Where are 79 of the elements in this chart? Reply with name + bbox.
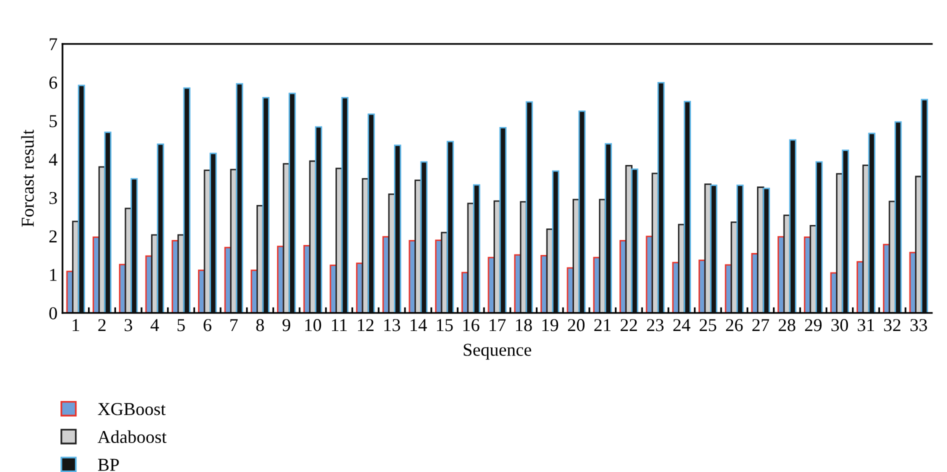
y-tick-label: 0 bbox=[49, 307, 57, 320]
x-tick-label: 22 bbox=[620, 319, 637, 332]
x-tick-label: 13 bbox=[384, 319, 400, 332]
y-tick-label: 4 bbox=[48, 154, 58, 166]
x-tick-label: 3 bbox=[124, 319, 132, 332]
x-tick-label: 30 bbox=[831, 319, 848, 332]
bar bbox=[842, 150, 850, 313]
bar bbox=[314, 126, 322, 313]
x-tick-label: 6 bbox=[204, 319, 212, 332]
bar bbox=[578, 110, 586, 313]
x-tick-label: 1 bbox=[72, 319, 80, 332]
bar bbox=[473, 184, 480, 313]
x-tick-label: 23 bbox=[647, 319, 664, 332]
bar bbox=[446, 140, 454, 313]
bar bbox=[130, 178, 138, 313]
x-tick-label: 9 bbox=[282, 319, 290, 332]
x-tick-label: 27 bbox=[752, 319, 770, 332]
bar bbox=[894, 121, 902, 313]
bar bbox=[499, 126, 507, 313]
bar bbox=[552, 170, 560, 313]
x-tick-label: 16 bbox=[463, 319, 480, 332]
bar bbox=[420, 161, 428, 313]
x-tick-label: 10 bbox=[305, 319, 322, 332]
y-tick-label: 1 bbox=[50, 268, 57, 281]
x-tick-label: 29 bbox=[805, 319, 822, 332]
bar bbox=[526, 101, 533, 313]
legend-label: Adaboost bbox=[98, 430, 167, 444]
x-tick-label: 20 bbox=[568, 319, 585, 332]
x-tick-label: 19 bbox=[542, 319, 558, 332]
x-tick-label: 32 bbox=[884, 319, 900, 332]
y-axis-title: Forcast result bbox=[21, 130, 34, 227]
x-tick-label: 17 bbox=[490, 319, 506, 332]
x-tick-label: 2 bbox=[98, 319, 106, 332]
x-tick-label: 8 bbox=[256, 319, 264, 332]
x-tick-label: 21 bbox=[594, 319, 610, 332]
bar bbox=[78, 84, 86, 313]
y-tick-label: 6 bbox=[49, 76, 58, 89]
y-tick-label: 3 bbox=[49, 192, 57, 204]
bar bbox=[710, 184, 718, 313]
bar bbox=[816, 161, 823, 313]
bar bbox=[789, 139, 796, 313]
legend-label: BP bbox=[98, 458, 119, 471]
bar bbox=[341, 97, 348, 313]
bar bbox=[288, 92, 296, 313]
bar bbox=[762, 188, 770, 313]
x-tick-label: 28 bbox=[778, 319, 796, 332]
y-tick-label: 5 bbox=[50, 115, 57, 128]
x-tick-label: 7 bbox=[230, 319, 238, 332]
x-tick-label: 14 bbox=[410, 319, 427, 332]
x-tick-label: 15 bbox=[437, 319, 453, 332]
bar bbox=[684, 100, 691, 313]
bar bbox=[868, 132, 876, 313]
x-tick-label: 12 bbox=[358, 319, 374, 332]
bar bbox=[394, 144, 402, 313]
bar bbox=[262, 97, 270, 313]
x-tick-label: 24 bbox=[673, 319, 690, 332]
x-tick-label: 26 bbox=[726, 319, 743, 332]
bar bbox=[631, 168, 638, 313]
bar bbox=[920, 98, 928, 313]
y-tick-label: 2 bbox=[49, 230, 57, 242]
x-tick-label: 31 bbox=[858, 319, 874, 332]
bar bbox=[104, 132, 112, 313]
bar bbox=[604, 143, 612, 313]
x-tick-label: 11 bbox=[332, 319, 347, 332]
bar bbox=[368, 114, 375, 313]
bar bbox=[657, 82, 665, 313]
y-tick-label: 7 bbox=[50, 38, 58, 50]
x-axis-title: Sequence bbox=[464, 344, 532, 360]
bar bbox=[156, 144, 164, 313]
bar bbox=[736, 184, 744, 313]
x-tick-label: 18 bbox=[516, 319, 532, 332]
legend-label: XGBoost bbox=[98, 403, 166, 416]
bar bbox=[210, 152, 217, 313]
x-tick-label: 5 bbox=[178, 319, 185, 332]
x-tick-label: 25 bbox=[700, 319, 716, 332]
x-tick-label: 33 bbox=[910, 319, 927, 332]
x-tick-label: 4 bbox=[150, 319, 159, 332]
bar bbox=[183, 87, 190, 313]
bar bbox=[236, 83, 244, 313]
